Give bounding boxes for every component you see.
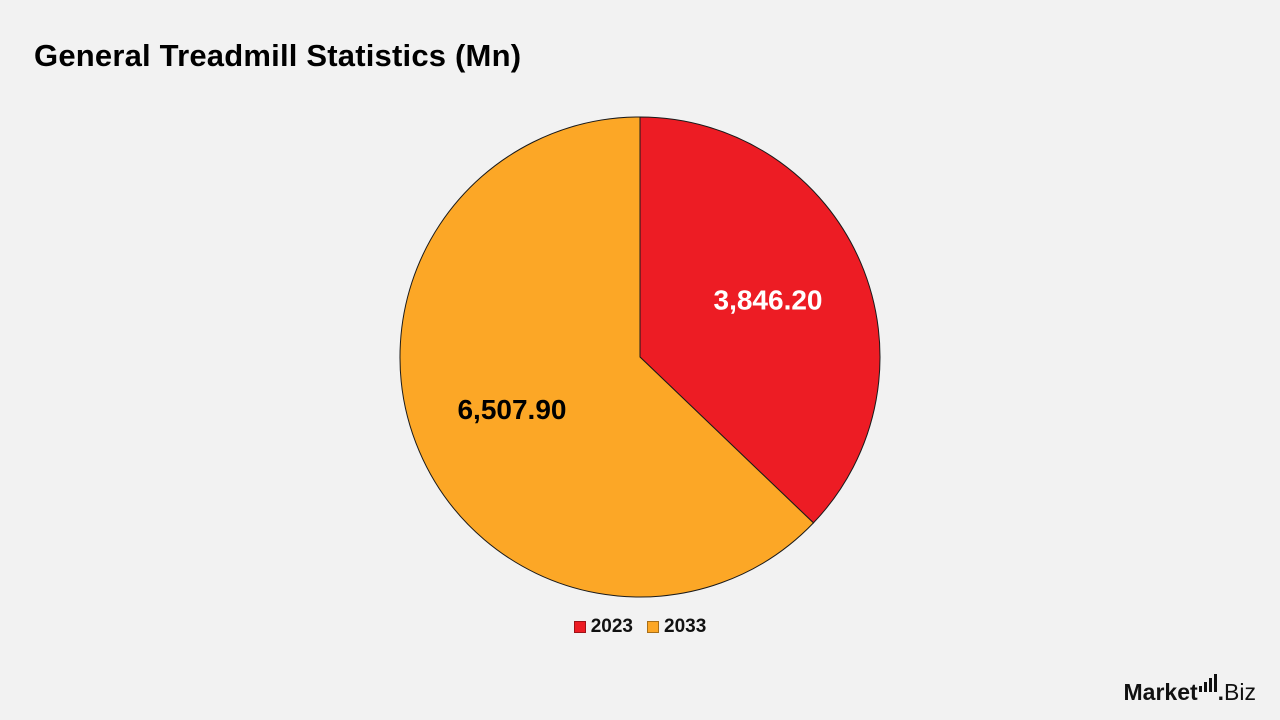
legend-item-2033: 2033 — [647, 616, 706, 638]
brand-dot: . — [1217, 679, 1225, 705]
data-label-2033: 6,507.90 — [457, 394, 566, 425]
legend-swatch-2023 — [573, 621, 586, 633]
legend-item-2023: 2023 — [573, 616, 633, 638]
legend-label-2023: 2023 — [590, 616, 633, 637]
pie-slice-2023 — [639, 116, 881, 524]
chart-legend: 2023 2033 — [0, 616, 1280, 638]
pie-slice-2033 — [399, 116, 815, 598]
legend-label-2033: 2033 — [664, 616, 707, 637]
brand-name-left: Market — [1123, 679, 1198, 705]
chart-title: General Treadmill Statistics (Mn) — [34, 38, 522, 73]
bar-chart-icon — [1198, 674, 1217, 692]
brand-name-right: Biz — [1224, 679, 1256, 705]
data-label-2023: 3,846.20 — [714, 285, 823, 316]
legend-swatch-2033 — [647, 621, 659, 633]
brand-logo: Market . Biz — [1123, 674, 1256, 706]
